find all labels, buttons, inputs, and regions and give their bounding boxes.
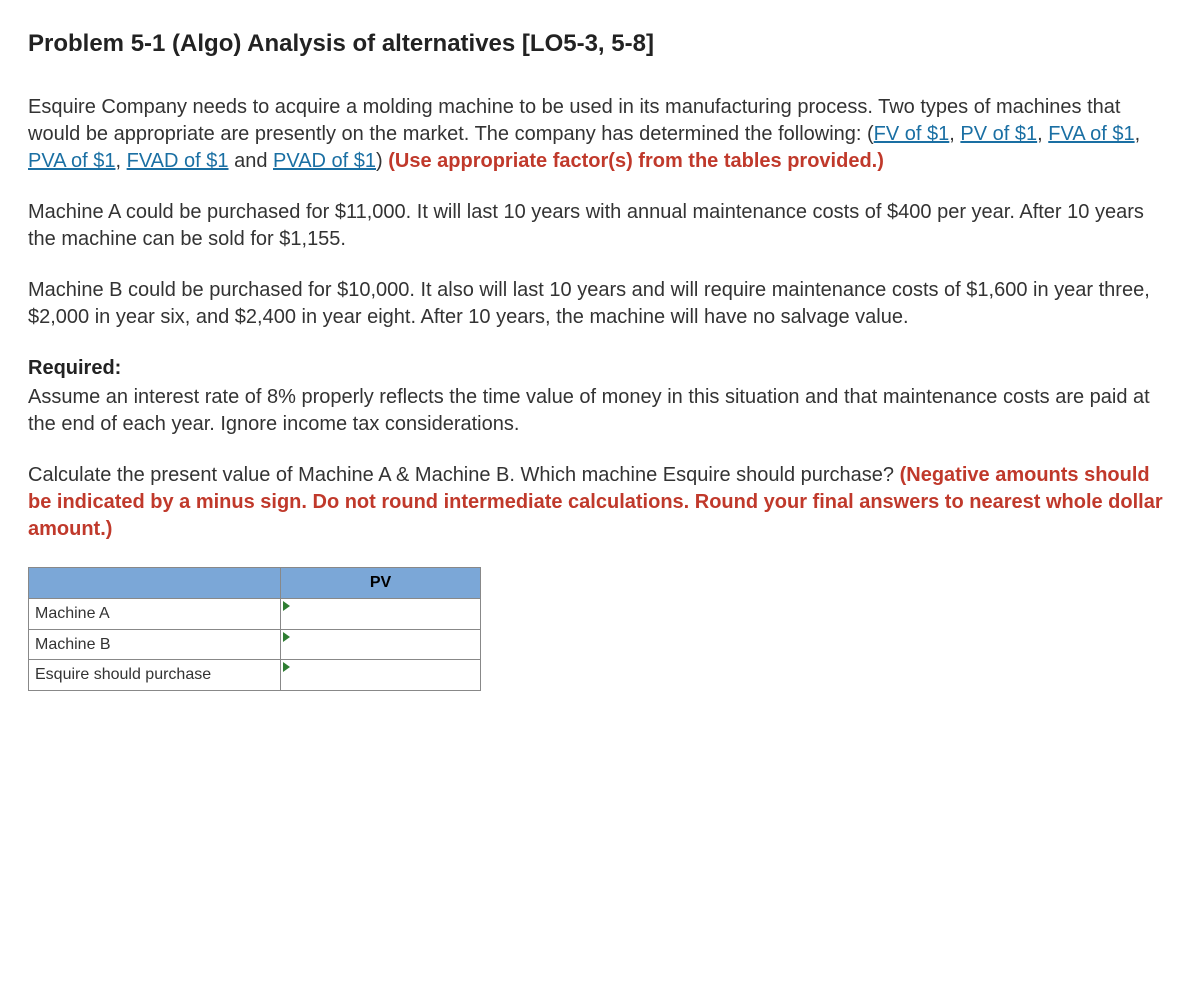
table-row: Machine B	[29, 629, 481, 660]
sep3: ,	[1135, 123, 1141, 145]
table-header-row: PV	[29, 568, 481, 599]
sep2: ,	[1037, 123, 1048, 145]
table-row: Esquire should purchase	[29, 660, 481, 691]
input-marker-icon	[283, 632, 290, 642]
calc-text: Calculate the present value of Machine A…	[28, 464, 900, 486]
close-paren: )	[376, 150, 388, 172]
link-fvad[interactable]: FVAD of $1	[127, 150, 229, 172]
pv-cell-machine-b[interactable]	[281, 629, 481, 660]
required-label: Required:	[28, 355, 1169, 382]
calc-paragraph: Calculate the present value of Machine A…	[28, 462, 1169, 543]
link-pvad[interactable]: PVAD of $1	[273, 150, 376, 172]
machine-a-paragraph: Machine A could be purchased for $11,000…	[28, 199, 1169, 253]
required-text: Assume an interest rate of 8% properly r…	[28, 386, 1150, 435]
input-marker-icon	[283, 662, 290, 672]
link-pv[interactable]: PV of $1	[960, 123, 1037, 145]
and-word: and	[229, 150, 273, 172]
intro-paragraph: Esquire Company needs to acquire a moldi…	[28, 94, 1169, 175]
header-blank	[29, 568, 281, 599]
machine-b-paragraph: Machine B could be purchased for $10,000…	[28, 277, 1169, 331]
input-marker-icon	[283, 601, 290, 611]
link-fva[interactable]: FVA of $1	[1048, 123, 1134, 145]
header-pv: PV	[281, 568, 481, 599]
link-fv[interactable]: FV of $1	[874, 123, 950, 145]
decision-input[interactable]	[281, 662, 480, 688]
intro-red-note: (Use appropriate factor(s) from the tabl…	[388, 150, 884, 172]
sep1: ,	[949, 123, 960, 145]
row-label-machine-a: Machine A	[29, 598, 281, 629]
row-label-machine-b: Machine B	[29, 629, 281, 660]
link-pva[interactable]: PVA of $1	[28, 150, 115, 172]
row-label-decision: Esquire should purchase	[29, 660, 281, 691]
problem-title: Problem 5-1 (Algo) Analysis of alternati…	[28, 28, 1169, 60]
pv-input-machine-b[interactable]	[281, 631, 480, 657]
answer-table-wrap: PV Machine A Machine B Esquire should pu…	[28, 567, 1169, 690]
sep4: ,	[115, 150, 126, 172]
decision-cell[interactable]	[281, 660, 481, 691]
pv-input-machine-a[interactable]	[281, 601, 480, 627]
table-row: Machine A	[29, 598, 481, 629]
answer-table: PV Machine A Machine B Esquire should pu…	[28, 567, 481, 690]
pv-cell-machine-a[interactable]	[281, 598, 481, 629]
